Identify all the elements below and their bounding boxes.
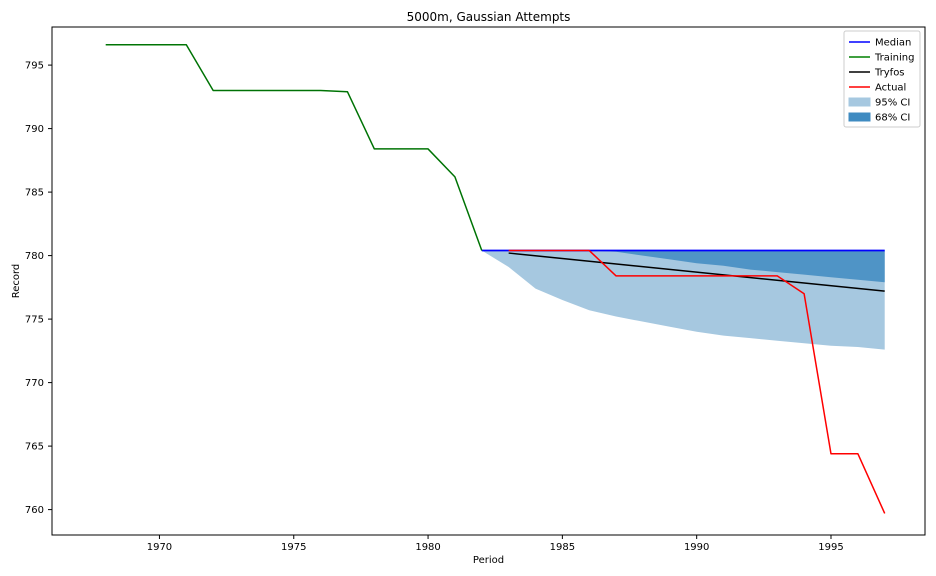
x-tick-label: 1980 [415, 542, 440, 553]
x-axis-ticks: 1970 1975 1980 1985 1990 1995 [147, 535, 844, 553]
band-68-ci [481, 250, 885, 283]
y-tick-label: 780 [25, 251, 44, 262]
series-lines [105, 44, 886, 514]
legend-swatch [848, 112, 871, 122]
legend-label: 95% CI [875, 98, 910, 109]
confidence-bands [481, 250, 885, 350]
chart-title: 5000m, Gaussian Attempts [407, 10, 571, 24]
x-tick-label: 1975 [281, 542, 306, 553]
legend-label: Actual [875, 83, 906, 94]
plot-frame [51, 26, 926, 536]
legend-label: 68% CI [875, 113, 910, 124]
line-tryfos [508, 252, 885, 292]
x-tick-label: 1995 [818, 542, 843, 553]
y-axis-ticks: 760 765 770 775 780 785 790 795 [25, 61, 52, 516]
band-95-ci [481, 250, 885, 350]
legend-swatch [848, 97, 871, 107]
y-tick-label: 795 [25, 61, 44, 72]
x-tick-label: 1985 [550, 542, 575, 553]
x-tick-label: 1970 [147, 542, 172, 553]
y-tick-label: 785 [25, 188, 44, 199]
y-axis-label: Record [11, 264, 22, 299]
y-tick-label: 790 [25, 124, 44, 135]
y-tick-label: 775 [25, 315, 44, 326]
x-tick-label: 1990 [684, 542, 709, 553]
y-tick-label: 760 [25, 505, 44, 516]
line-training-overlay [105, 44, 483, 251]
legend: Median Training Tryfos Actual 95% CI 68% CI [843, 30, 921, 128]
y-tick-label: 765 [25, 442, 44, 453]
line-training [105, 44, 483, 251]
legend-label: Training [874, 53, 914, 64]
line-actual [508, 249, 886, 514]
legend-label: Median [875, 38, 911, 49]
x-axis-label: Period [473, 555, 504, 566]
y-tick-label: 770 [25, 378, 44, 389]
legend-label: Tryfos [874, 68, 905, 79]
